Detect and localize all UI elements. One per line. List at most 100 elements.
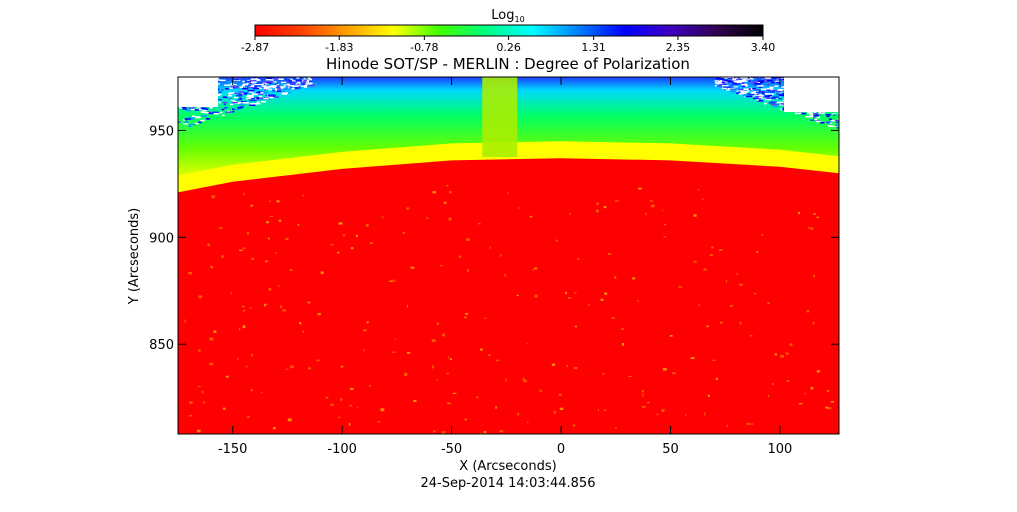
noise-pixel <box>192 115 196 117</box>
disk-feature <box>209 337 214 341</box>
disk-feature <box>302 330 305 333</box>
noise-pixel <box>766 84 771 86</box>
noise-pixel <box>233 108 240 111</box>
noise-pixel <box>181 106 187 108</box>
noise-pixel <box>761 78 764 80</box>
disk-feature <box>356 406 359 408</box>
disk-feature <box>264 303 266 307</box>
noise-pixel <box>251 93 259 95</box>
disk-feature <box>672 372 676 375</box>
noise-pixel <box>204 112 209 114</box>
disk-feature <box>693 214 697 217</box>
noise-pixel <box>765 97 772 99</box>
disk-feature <box>830 401 834 403</box>
noise-pixel <box>779 89 786 91</box>
noise-pixel <box>277 78 285 80</box>
noise-pixel <box>190 108 195 111</box>
noise-pixel <box>749 90 753 92</box>
disk-feature <box>320 271 324 275</box>
noise-pixel <box>196 116 201 119</box>
noise-pixel <box>772 89 777 92</box>
disk-feature <box>466 238 470 242</box>
disk-feature <box>602 372 605 375</box>
colorbar-tick-label-4: 1.31 <box>581 41 606 54</box>
disk-feature <box>647 402 650 404</box>
noise-pixel <box>276 86 279 89</box>
noise-pixel <box>721 85 729 87</box>
noise-pixel <box>813 114 820 117</box>
disk-feature <box>825 406 829 409</box>
disk-feature <box>597 409 599 412</box>
colorbar-bar <box>254 24 764 37</box>
noise-pixel <box>764 102 767 105</box>
disk-feature <box>798 403 803 405</box>
noise-pixel <box>294 87 301 89</box>
disk-feature <box>198 295 203 299</box>
disk-feature <box>718 249 723 251</box>
noise-pixel <box>218 91 222 93</box>
noise-pixel <box>276 83 280 85</box>
noise-pixel <box>733 87 740 89</box>
noise-pixel <box>828 118 833 121</box>
disk-feature <box>239 327 241 331</box>
noise-pixel <box>794 112 802 115</box>
disk-feature <box>534 267 538 270</box>
noise-pixel <box>268 96 273 99</box>
noise-pixel <box>836 127 839 129</box>
disk-feature <box>808 226 810 229</box>
disk-feature <box>404 372 408 376</box>
disk-feature <box>285 237 289 241</box>
disk-feature <box>685 414 687 416</box>
noise-pixel <box>749 87 753 89</box>
noise-pixel <box>731 91 736 93</box>
limb-band <box>178 141 839 194</box>
noise-pixel <box>781 96 785 98</box>
disk-feature <box>302 194 304 197</box>
noise-pixel <box>769 101 776 104</box>
disk-feature <box>611 317 615 320</box>
noise-pixel <box>748 80 751 82</box>
colorbar: Log10 -2.87 -1.83 -0.78 0.26 1.31 2.35 3.40 <box>241 8 775 54</box>
x-axis: -150 -100 -50 0 50 100 <box>218 77 792 457</box>
noise-pixel <box>756 99 759 101</box>
disk-feature <box>203 401 206 404</box>
noise-pixel <box>751 78 757 80</box>
disk-feature <box>702 198 704 201</box>
noise-pixel <box>757 82 760 84</box>
noise-pixel <box>835 124 839 126</box>
noise-pixel <box>825 121 833 123</box>
disk-feature <box>756 251 759 253</box>
noise-pixel <box>826 122 831 125</box>
disk-feature <box>523 379 527 383</box>
noise-pixel <box>301 85 304 87</box>
disk-feature <box>816 216 820 218</box>
disk-feature <box>272 427 276 430</box>
noise-pixel <box>778 98 782 100</box>
noise-pixel <box>730 85 734 87</box>
disk-feature <box>425 217 429 219</box>
disk-feature <box>382 216 384 219</box>
noise-pixel <box>757 95 762 97</box>
disk-feature <box>307 367 312 370</box>
noise-pixel <box>770 103 778 106</box>
disk-feature <box>289 268 293 271</box>
noise-pixel <box>306 80 313 82</box>
noise-pixel <box>236 99 241 101</box>
noise-pixel <box>182 108 188 110</box>
disk-feature <box>410 266 415 269</box>
noise-pixel <box>272 90 277 93</box>
disk-feature <box>632 277 636 280</box>
disk-feature <box>188 271 192 275</box>
disk-feature <box>337 251 340 254</box>
disk-feature <box>678 286 683 288</box>
disk-feature <box>517 412 519 416</box>
disk-feature <box>285 368 289 370</box>
noise-pixel <box>302 82 308 84</box>
noise-pixel <box>283 78 291 81</box>
noise-pixel <box>296 77 300 79</box>
chart-title: Hinode SOT/SP - MERLIN : Degree of Polar… <box>326 55 690 73</box>
noise-pixel <box>738 79 745 81</box>
noise-pixel <box>304 84 308 87</box>
noise-pixel <box>837 118 839 120</box>
